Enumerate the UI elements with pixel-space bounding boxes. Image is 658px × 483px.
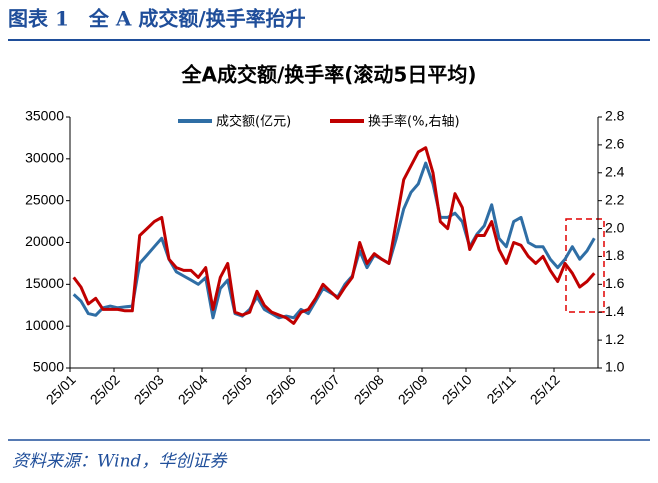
y-tick-label: 20000 [25, 233, 64, 249]
x-tick-label: 25/06 [263, 371, 299, 407]
x-tick-label: 25/09 [395, 371, 431, 407]
x-tick-label: 25/02 [87, 371, 123, 407]
legend-label: 成交额(亿元) [216, 114, 291, 130]
x-tick-label: 25/10 [439, 371, 475, 407]
y-tick-label: 35000 [25, 108, 64, 124]
x-tick-label: 25/03 [131, 371, 167, 407]
y-tick-label: 30000 [25, 150, 64, 166]
y2-tick-label: 1.6 [605, 275, 625, 291]
y-tick-label: 25000 [25, 191, 64, 207]
y2-tick-label: 2.4 [605, 163, 625, 179]
x-tick-label: 25/05 [219, 371, 255, 407]
series-line [72, 146, 596, 325]
y-tick-label: 5000 [33, 359, 64, 375]
y-tick-label: 10000 [25, 317, 64, 333]
y2-tick-label: 2.0 [605, 219, 625, 235]
y2-tick-label: 1.2 [605, 331, 625, 347]
y2-tick-label: 2.8 [605, 108, 625, 124]
y2-tick-label: 1.4 [605, 303, 625, 319]
y2-tick-label: 1.0 [605, 359, 625, 375]
header-title: 图表 1 全 A 成交额/换手率抬升 [8, 7, 306, 31]
x-tick-label: 25/04 [175, 371, 211, 407]
chart-title: 全A成交额/换手率(滚动5日平均) [181, 63, 477, 87]
plot: 5000 10000 15000 20000 25000 30000 35000 1.0 1.2… [25, 108, 625, 408]
y-tick-label: 15000 [25, 275, 64, 291]
x-tick-label: 25/07 [307, 371, 343, 407]
y2-tick-label: 1.8 [605, 247, 625, 263]
y2-tick-label: 2.6 [605, 136, 625, 152]
x-tick-label: 25/08 [351, 371, 387, 407]
x-tick-label: 25/12 [527, 371, 563, 407]
source-note: 资料来源：Wind，华创证券 [12, 452, 228, 472]
x-tick-label: 25/01 [43, 371, 79, 407]
x-tick-label: 25/11 [483, 371, 519, 407]
y2-tick-label: 2.2 [605, 191, 625, 207]
legend-label: 换手率(%,右轴) [368, 114, 460, 130]
